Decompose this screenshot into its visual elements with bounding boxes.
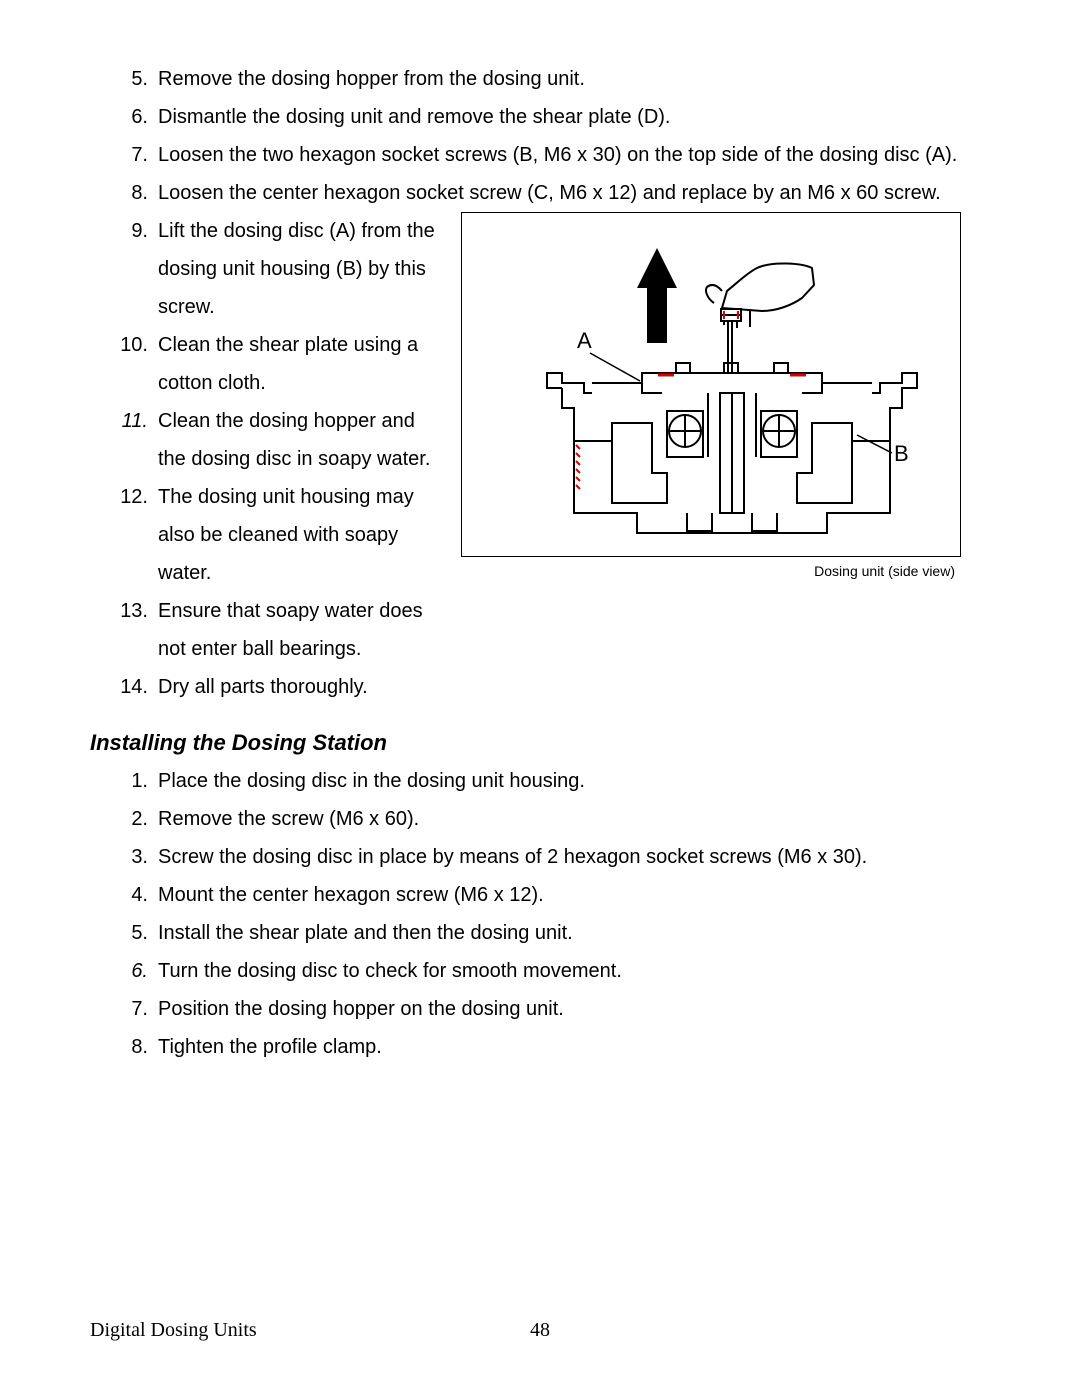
list-number: 7. (116, 136, 148, 174)
list-item: 2. Remove the screw (M6 x 60). (116, 800, 990, 838)
list-text: Dismantle the dosing unit and remove the… (158, 98, 990, 136)
list-item: 3. Screw the dosing disc in place by mean… (116, 838, 990, 876)
list-item: 11. Clean the dosing hopper and the dosin… (116, 402, 441, 478)
label-b: B (857, 435, 909, 466)
install-ordered-list: 1. Place the dosing disc in the dosing un… (116, 762, 990, 1066)
list-number: 5. (116, 60, 148, 98)
list-number: 2. (116, 800, 148, 838)
list-item: 12. The dosing unit housing may also be c… (116, 478, 441, 592)
list-text: Remove the dosing hopper from the dosing… (158, 60, 990, 98)
list-item: 6. Turn the dosing disc to check for smoo… (116, 952, 990, 990)
svg-text:A: A (577, 328, 592, 353)
footer-page-number: 48 (530, 1319, 550, 1342)
content-row: 9. Lift the dosing disc (A) from the dosi… (116, 212, 990, 706)
list-item: 5. Install the shear plate and then the d… (116, 914, 990, 952)
wrap-ordered-list: 9. Lift the dosing disc (A) from the dosi… (116, 212, 441, 706)
list-text: Mount the center hexagon screw (M6 x 12)… (158, 876, 990, 914)
list-number: 12. (116, 478, 148, 516)
figure-caption: Dosing unit (side view) (461, 563, 961, 579)
list-item: 6. Dismantle the dosing unit and remove t… (116, 98, 990, 136)
list-number: 3. (116, 838, 148, 876)
list-item: 7. Position the dosing hopper on the dosi… (116, 990, 990, 1028)
list-text: Place the dosing disc in the dosing unit… (158, 762, 990, 800)
install-list-block: 1. Place the dosing disc in the dosing un… (116, 762, 990, 1066)
list-item: 8. Tighten the profile clamp. (116, 1028, 990, 1066)
list-text: The dosing unit housing may also be clea… (158, 478, 438, 592)
list-item: 5. Remove the dosing hopper from the dosi… (116, 60, 990, 98)
hand-icon (706, 263, 814, 373)
list-text: Screw the dosing disc in place by means … (158, 838, 990, 876)
list-text: Loosen the two hexagon socket screws (B,… (158, 136, 990, 174)
list-text: Ensure that soapy water does not enter b… (158, 592, 438, 668)
list-text: Install the shear plate and then the dos… (158, 914, 990, 952)
list-item: 14. Dry all parts thoroughly. (116, 668, 441, 706)
list-number: 8. (116, 174, 148, 212)
list-item: 8. Loosen the center hexagon socket screw… (116, 174, 990, 212)
dosing-unit-diagram: A B (462, 213, 962, 558)
svg-text:B: B (894, 441, 909, 466)
list-number: 8. (116, 1028, 148, 1066)
wrap-list-block: 9. Lift the dosing disc (A) from the dosi… (116, 212, 441, 706)
top-list-block: 5. Remove the dosing hopper from the dosi… (116, 60, 990, 212)
list-text: Dry all parts thoroughly. (158, 668, 438, 706)
list-item: 7. Loosen the two hexagon socket screws (… (116, 136, 990, 174)
list-text: Loosen the center hexagon socket screw (… (158, 174, 990, 212)
housing-icon (547, 373, 917, 533)
list-text: Remove the screw (M6 x 60). (158, 800, 990, 838)
figure-border: A B (461, 212, 961, 557)
list-item: 13. Ensure that soapy water does not ente… (116, 592, 441, 668)
list-text: Clean the dosing hopper and the dosing d… (158, 402, 438, 478)
list-number: 14. (116, 668, 148, 706)
list-item: 10. Clean the shear plate using a cotton … (116, 326, 441, 402)
section-heading: Installing the Dosing Station (90, 730, 990, 756)
list-number: 13. (116, 592, 148, 630)
label-a: A (577, 328, 640, 381)
list-item: 1. Place the dosing disc in the dosing un… (116, 762, 990, 800)
lift-arrow-icon (637, 248, 677, 343)
list-number: 6. (116, 98, 148, 136)
list-text: Lift the dosing disc (A) from the dosing… (158, 212, 438, 326)
list-number: 1. (116, 762, 148, 800)
list-item: 4. Mount the center hexagon screw (M6 x 1… (116, 876, 990, 914)
figure-container: A B Dosing unit (side view) (461, 212, 961, 579)
list-number: 10. (116, 326, 148, 364)
list-number: 11. (116, 402, 148, 440)
list-number: 5. (116, 914, 148, 952)
list-text: Clean the shear plate using a cotton clo… (158, 326, 438, 402)
list-number: 9. (116, 212, 148, 250)
list-number: 4. (116, 876, 148, 914)
top-ordered-list: 5. Remove the dosing hopper from the dosi… (116, 60, 990, 212)
list-text: Tighten the profile clamp. (158, 1028, 990, 1066)
list-text: Turn the dosing disc to check for smooth… (158, 952, 990, 990)
footer-title: Digital Dosing Units (90, 1319, 257, 1342)
list-item: 9. Lift the dosing disc (A) from the dosi… (116, 212, 441, 326)
page-footer: Digital Dosing Units 48 (90, 1319, 990, 1342)
list-text: Position the dosing hopper on the dosing… (158, 990, 990, 1028)
list-number: 7. (116, 990, 148, 1028)
page: 5. Remove the dosing hopper from the dosi… (0, 0, 1080, 1397)
list-number: 6. (116, 952, 148, 990)
